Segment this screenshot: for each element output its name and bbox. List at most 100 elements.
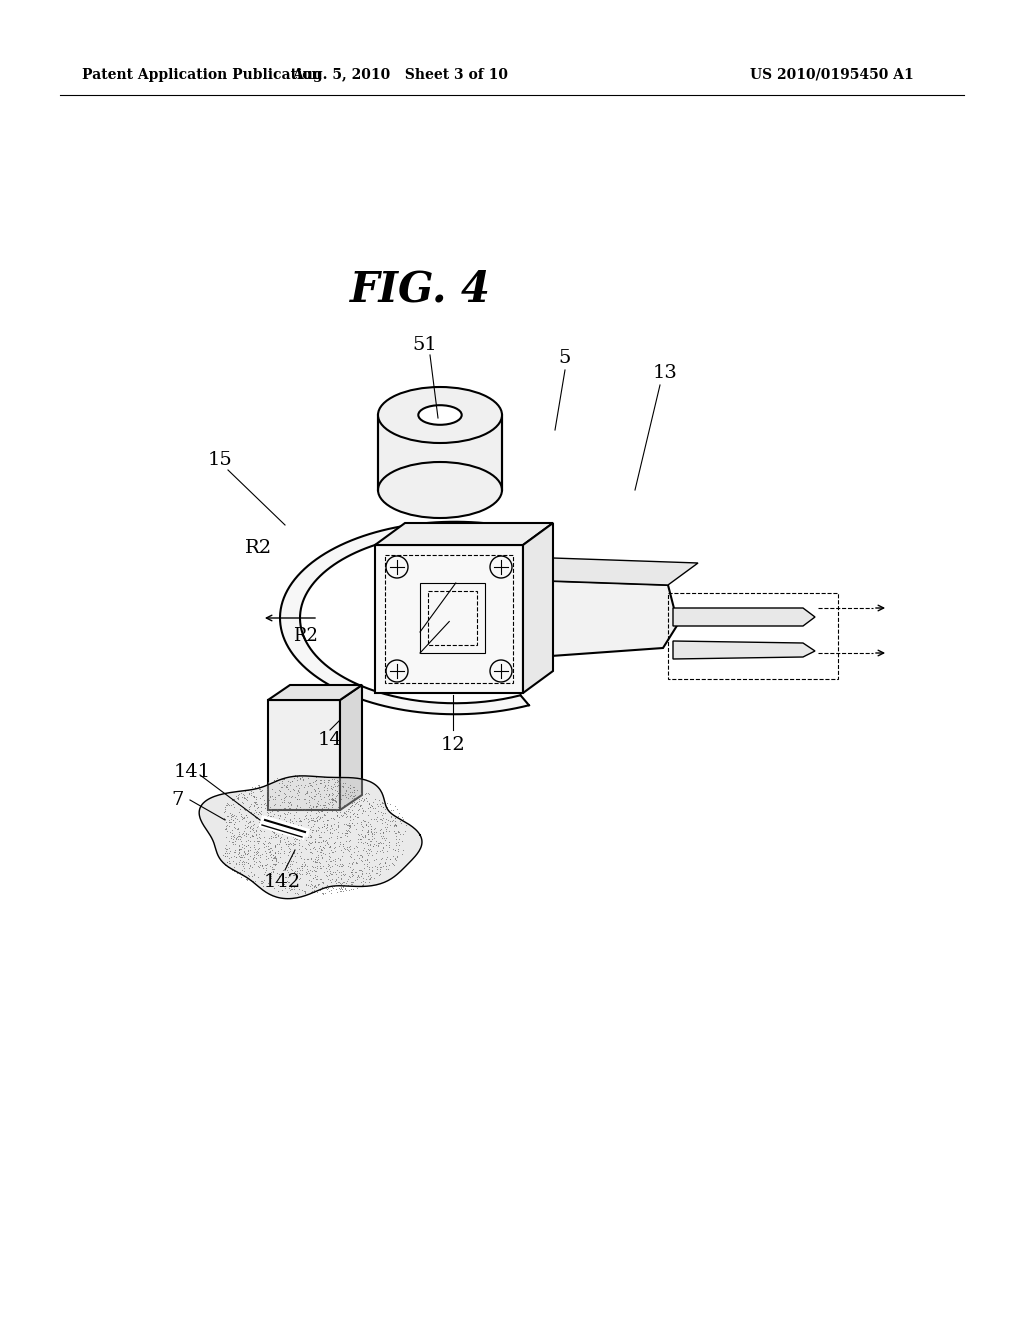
Point xyxy=(308,876,325,898)
Point xyxy=(245,817,261,838)
Point xyxy=(354,833,371,854)
Point xyxy=(352,795,369,816)
Point xyxy=(304,867,321,888)
Point xyxy=(378,809,394,830)
Point xyxy=(311,826,328,847)
Point xyxy=(281,813,297,834)
Point xyxy=(310,809,327,830)
Point xyxy=(378,849,394,870)
Point xyxy=(387,796,403,817)
Point xyxy=(326,793,342,814)
Polygon shape xyxy=(200,776,422,899)
Point xyxy=(388,826,404,847)
Point xyxy=(267,787,284,808)
Point xyxy=(243,862,259,883)
Point xyxy=(307,810,324,832)
Point xyxy=(259,777,275,799)
Point xyxy=(362,821,379,842)
Point xyxy=(308,770,325,791)
Point xyxy=(328,878,344,899)
Point xyxy=(302,882,318,903)
Point xyxy=(227,805,244,826)
Point xyxy=(234,784,251,805)
Point xyxy=(343,874,359,895)
Point xyxy=(240,840,256,861)
Point xyxy=(279,859,295,880)
Point xyxy=(296,851,312,873)
Point xyxy=(379,841,395,862)
Point xyxy=(322,861,338,882)
Point xyxy=(258,805,274,826)
Point xyxy=(307,849,324,870)
Point xyxy=(284,785,300,807)
Point xyxy=(291,781,307,803)
Point xyxy=(257,858,273,879)
Point xyxy=(282,838,298,859)
Point xyxy=(253,808,269,829)
Point xyxy=(364,795,380,816)
Point xyxy=(225,805,242,826)
Point xyxy=(366,818,382,840)
Point xyxy=(256,863,272,884)
Point xyxy=(307,780,324,801)
Point xyxy=(287,846,303,867)
Point xyxy=(339,822,355,843)
Point xyxy=(240,813,256,834)
Point xyxy=(361,865,378,886)
Point xyxy=(324,795,340,816)
Point xyxy=(216,808,232,829)
Point xyxy=(255,785,271,807)
Point xyxy=(264,858,281,879)
Point xyxy=(351,845,368,866)
Point xyxy=(316,834,333,855)
Point xyxy=(293,847,309,869)
Point xyxy=(268,849,285,870)
Point xyxy=(325,850,341,871)
Point xyxy=(325,861,341,882)
Point xyxy=(322,793,338,814)
Point xyxy=(352,850,369,871)
Point xyxy=(248,847,264,869)
Bar xyxy=(375,545,523,693)
Point xyxy=(349,836,366,857)
Point xyxy=(307,832,324,853)
Point xyxy=(278,854,294,875)
Point xyxy=(330,816,346,837)
Point xyxy=(278,776,294,797)
Point xyxy=(268,799,285,820)
Point xyxy=(283,876,299,898)
Point xyxy=(340,799,356,820)
Point xyxy=(263,785,280,807)
Point xyxy=(315,770,332,791)
Point xyxy=(265,826,282,847)
Point xyxy=(276,829,293,850)
Point xyxy=(353,816,370,837)
Point xyxy=(265,858,282,879)
Point xyxy=(256,870,272,891)
Point xyxy=(272,847,289,869)
Point xyxy=(368,809,384,830)
Point xyxy=(366,809,382,830)
Point xyxy=(386,814,402,836)
Point xyxy=(272,828,289,849)
Point xyxy=(226,840,243,861)
Point xyxy=(300,833,316,854)
Point xyxy=(342,781,358,803)
Point xyxy=(258,859,274,880)
Point xyxy=(351,791,368,812)
Point xyxy=(223,825,240,846)
Point xyxy=(268,826,285,847)
Point xyxy=(267,834,284,855)
Point xyxy=(347,793,364,814)
Point xyxy=(318,879,335,900)
Point xyxy=(356,783,373,804)
Point xyxy=(366,836,382,857)
Point xyxy=(233,836,250,857)
Point xyxy=(319,771,336,792)
Point xyxy=(301,810,317,832)
Point xyxy=(298,858,314,879)
Point xyxy=(354,863,371,884)
Point xyxy=(350,824,367,845)
Point xyxy=(345,780,361,801)
Point xyxy=(356,854,373,875)
